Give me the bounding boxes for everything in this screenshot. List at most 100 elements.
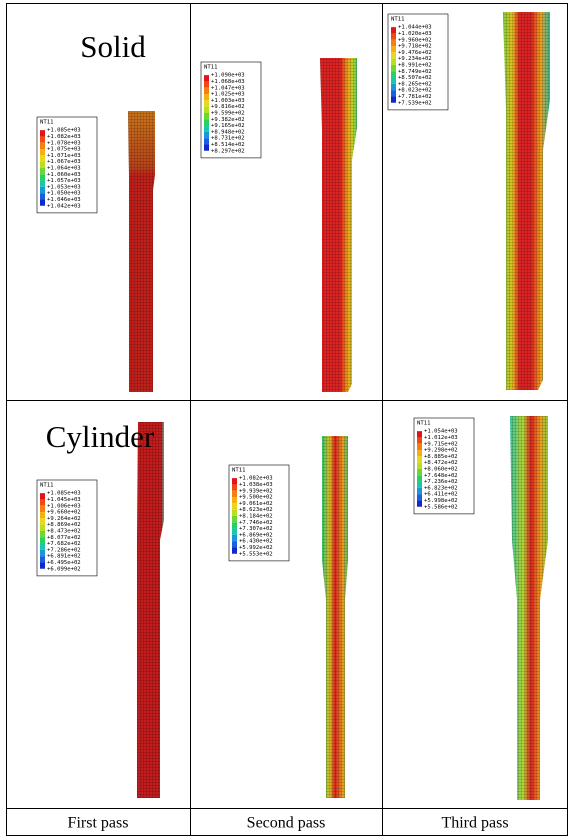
legend-label: +9.599e+02 [211, 110, 245, 116]
legend-swatch [232, 522, 237, 529]
legend-label: +1.020e+03 [398, 31, 432, 37]
legend-swatch [204, 75, 209, 82]
legend-label: +8.623e+02 [239, 507, 273, 513]
legend-label: +1.012e+03 [424, 435, 458, 441]
legend-title: NT11 [391, 17, 404, 23]
legend-swatch [204, 138, 209, 145]
legend-swatch [417, 437, 422, 444]
legend-label: +1.082e+03 [239, 476, 273, 482]
row-label: Cylinder [46, 419, 155, 454]
legend-swatch [232, 503, 237, 510]
legend-label: +7.781e+02 [398, 94, 432, 100]
legend-swatch [417, 500, 422, 507]
legend-swatch [232, 478, 237, 485]
legend-swatch [391, 52, 396, 59]
legend-swatch [417, 475, 422, 482]
legend-label: +8.749e+02 [398, 69, 432, 75]
legend-label: +8.184e+02 [239, 513, 273, 519]
legend-swatch [232, 541, 237, 548]
legend-label: +7.539e+02 [398, 100, 432, 106]
legend-label: +1.045e+03 [47, 497, 81, 503]
legend-swatch [232, 490, 237, 498]
legend-swatch [391, 39, 396, 47]
legend-swatch [40, 174, 45, 181]
legend-swatch [417, 494, 422, 501]
legend-swatch [391, 71, 396, 78]
legend-label: +6.430e+02 [239, 539, 273, 545]
legend-label: +5.992e+02 [239, 545, 273, 551]
legend-label: +7.746e+02 [239, 520, 273, 526]
legend-label: +1.046e+03 [47, 197, 81, 203]
legend-swatch [391, 33, 396, 40]
legend-label: +1.003e+03 [211, 98, 245, 104]
legend-label: +7.236e+02 [424, 479, 458, 485]
legend-label: +1.038e+03 [239, 482, 273, 488]
legend-label: +8.731e+02 [211, 136, 245, 142]
legend-label: +1.025e+03 [211, 92, 245, 98]
legend-swatch [40, 186, 45, 194]
legend-title: NT11 [417, 421, 430, 427]
legend-label: +1.075e+03 [47, 147, 81, 153]
table-grid [6, 3, 568, 836]
legend-label: +9.718e+02 [398, 44, 432, 50]
legend: NT11 +1.090e+03+1.068e+03+1.047e+03+1.025… [200, 61, 262, 159]
legend-label: +8.991e+02 [398, 62, 432, 68]
legend-swatch [204, 87, 209, 95]
legend-label: +9.234e+02 [398, 56, 432, 62]
legend-box [36, 116, 98, 214]
legend-label: +6.099e+02 [47, 566, 81, 572]
legend-swatch [232, 509, 237, 516]
legend-title: NT11 [40, 483, 53, 489]
legend-label: +1.044e+03 [398, 25, 432, 31]
legend-label: +8.948e+02 [211, 129, 245, 135]
legend-title: NT11 [40, 120, 53, 126]
legend-box [413, 417, 475, 515]
legend-title: NT11 [204, 65, 217, 71]
legend-swatch [40, 562, 45, 569]
legend-swatch [417, 487, 422, 495]
mesh-cylinder-1 [137, 422, 164, 798]
legend-swatch [204, 100, 209, 107]
mesh-solid-3 [503, 12, 550, 390]
legend-swatch [232, 515, 237, 523]
legend-swatch [391, 83, 396, 91]
legend-swatch [40, 505, 45, 513]
legend-label: +9.476e+02 [398, 50, 432, 56]
legend-label: +8.473e+02 [47, 528, 81, 534]
legend-label: +6.891e+02 [47, 554, 81, 560]
mesh-cylinder-2 [322, 436, 348, 798]
legend-swatch [417, 462, 422, 469]
legend-swatch [40, 155, 45, 162]
legend-swatch [40, 130, 45, 137]
legend-swatch [417, 468, 422, 476]
legend-label: +6.495e+02 [47, 560, 81, 566]
caption: First pass [68, 815, 129, 832]
mesh-cylinder-3 [510, 416, 548, 800]
legend-label: +1.054e+03 [424, 429, 458, 435]
legend-label: +1.047e+03 [211, 85, 245, 91]
legend-box [36, 479, 98, 577]
legend-swatch [232, 528, 237, 535]
legend-swatch [40, 537, 45, 544]
legend-label: +9.165e+02 [211, 123, 245, 129]
legend-swatch [391, 96, 396, 103]
legend-label: +1.060e+03 [47, 172, 81, 178]
legend-label: +1.082e+03 [47, 134, 81, 140]
legend-label: +9.715e+02 [424, 441, 458, 447]
legend-label: +5.998e+02 [424, 498, 458, 504]
legend-swatch [391, 77, 396, 84]
legend-swatch [204, 112, 209, 120]
legend-label: +7.286e+02 [47, 547, 81, 553]
legend-box [387, 13, 449, 111]
legend-swatch [204, 81, 209, 88]
legend-label: +1.068e+03 [211, 79, 245, 85]
legend-swatch [40, 180, 45, 187]
legend-label: +7.682e+02 [47, 541, 81, 547]
legend-label: +1.071e+03 [47, 153, 81, 159]
caption: Third pass [441, 815, 508, 832]
legend-label: +9.960e+02 [398, 37, 432, 43]
legend-swatch [204, 144, 209, 151]
legend-label: +1.078e+03 [47, 140, 81, 146]
legend-label: +1.085e+03 [47, 491, 81, 497]
legend: NT11 +1.054e+03+1.012e+03+9.715e+02+9.298… [413, 417, 475, 515]
